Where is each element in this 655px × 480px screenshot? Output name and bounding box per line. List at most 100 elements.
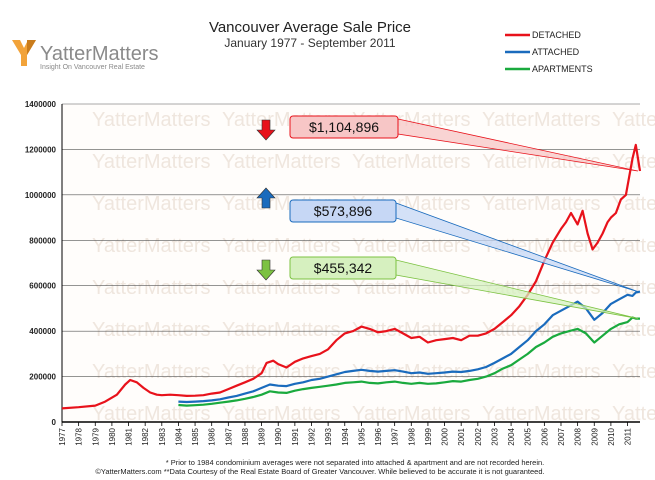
x-tick-label: 1982 <box>141 427 150 445</box>
y-tick-label: 200000 <box>29 373 56 382</box>
watermark-text: YatterMatters <box>92 361 211 383</box>
watermark-text: YatterMatters <box>612 319 655 341</box>
watermark-text: YatterMatters <box>612 235 655 257</box>
x-tick-label: 2009 <box>590 427 599 445</box>
watermark-text: YatterMatters <box>222 403 341 425</box>
watermark-text: YatterMatters <box>92 403 211 425</box>
x-tick-label: 1985 <box>191 427 200 445</box>
watermark-text: YatterMatters <box>482 361 601 383</box>
watermark-text: YatterMatters <box>222 235 341 257</box>
watermark-text: YatterMatters <box>612 109 655 131</box>
footnote-1: * Prior to 1984 condominium averages wer… <box>166 458 545 467</box>
x-tick-label: 1993 <box>324 427 333 445</box>
watermark-text: YatterMatters <box>352 151 471 173</box>
y-tick-label: 0 <box>52 418 57 427</box>
callout-value: $1,104,896 <box>309 119 379 135</box>
watermark-text: YatterMatters <box>482 109 601 131</box>
footnote-2: ©YatterMatters.com **Data Courtesy of th… <box>95 467 544 476</box>
arrow-up-icon <box>256 187 276 209</box>
y-tick-label: 1000000 <box>25 191 57 200</box>
callouts: $1,104,896 $573,896 $455,342 <box>256 115 639 319</box>
legend: DETACHED ATTACHED APARTMENTS <box>505 30 593 74</box>
callout-value: $455,342 <box>314 260 373 276</box>
watermark-text: YatterMatters <box>92 109 211 131</box>
x-tick-label: 1996 <box>374 427 383 445</box>
watermark-text: YatterMatters <box>612 277 655 299</box>
watermark-text: YatterMatters <box>352 361 471 383</box>
x-tick-label: 1988 <box>241 427 250 445</box>
watermark-text: YatterMatters <box>92 235 211 257</box>
legend-label: ATTACHED <box>532 47 580 57</box>
x-tick-label: 2005 <box>524 427 533 445</box>
x-tick-label: 1999 <box>424 427 433 445</box>
watermark-text: YatterMatters <box>92 193 211 215</box>
callout-value: $573,896 <box>314 203 373 219</box>
y-tick-label: 1200000 <box>25 145 57 154</box>
legend-label: APARTMENTS <box>532 64 593 74</box>
y-tick-label: 1400000 <box>25 100 57 109</box>
watermark-text: YatterMatters <box>222 151 341 173</box>
x-tick-label: 2001 <box>457 427 466 445</box>
x-tick-label: 1990 <box>274 427 283 445</box>
x-tick-label: 2002 <box>474 427 483 445</box>
x-tick-label: 1997 <box>391 427 400 445</box>
x-tick-label: 1991 <box>291 427 300 445</box>
series-line-apartments <box>178 316 640 407</box>
x-tick-label: 1987 <box>224 427 233 445</box>
chart-title: Vancouver Average Sale Price <box>209 19 411 36</box>
watermark-text: YatterMatters <box>92 277 211 299</box>
x-tick-label: 2003 <box>490 427 499 445</box>
x-tick-label: 1992 <box>307 427 316 445</box>
watermark-text: YatterMatters <box>92 151 211 173</box>
watermark-text: YatterMatters <box>222 361 341 383</box>
y-tick-label: 600000 <box>29 282 56 291</box>
watermark-text: YatterMatters <box>612 361 655 383</box>
x-tick-label: 1977 <box>58 427 67 445</box>
svg-text:YatterMatters: YatterMatters <box>40 43 159 65</box>
y-tick-label: 400000 <box>29 327 56 336</box>
callout-box <box>289 199 397 223</box>
x-tick-label: 2004 <box>507 427 516 445</box>
watermark-text: YatterMatters <box>482 403 601 425</box>
x-tick-label: 1981 <box>125 427 134 445</box>
callout-box <box>289 115 399 139</box>
watermark-text: YatterMatters <box>222 319 341 341</box>
x-tick-label: 1989 <box>258 427 267 445</box>
gridlines <box>61 103 640 423</box>
watermark-text: YatterMatters <box>612 403 655 425</box>
x-tick-label: 2000 <box>441 427 450 445</box>
callout-box <box>289 256 397 280</box>
svg-text:Insight On Vancouver Real Esta: Insight On Vancouver Real Estate <box>40 64 145 71</box>
x-axis-ticks: 1977 1978 1979 1980 1981 1982 1983 1984 1985 1986… <box>58 422 633 446</box>
x-tick-label: 1994 <box>341 427 350 445</box>
x-tick-label: 2010 <box>607 427 616 445</box>
x-tick-label: 1979 <box>91 427 100 445</box>
watermark-text: YatterMatters <box>352 319 471 341</box>
x-tick-label: 1984 <box>174 427 183 445</box>
x-tick-label: 2006 <box>540 427 549 445</box>
watermark-text: YatterMatters <box>482 193 601 215</box>
x-tick-label: 2007 <box>557 427 566 445</box>
watermark-text: YatterMatters <box>352 235 471 257</box>
yattermatters-logo: YatterMatters Insight On Vancouver Real … <box>12 40 159 71</box>
legend-label: DETACHED <box>532 30 581 40</box>
x-tick-label: 2008 <box>574 427 583 445</box>
x-tick-label: 1995 <box>357 427 366 445</box>
x-tick-label: 1978 <box>75 427 84 445</box>
watermark-text: YatterMatters <box>482 319 601 341</box>
chart-subtitle: January 1977 - September 2011 <box>224 36 396 50</box>
watermark-text: YatterMatters <box>92 319 211 341</box>
watermark-text: YatterMatters <box>222 277 341 299</box>
watermark-text: YatterMatters <box>352 403 471 425</box>
x-tick-label: 2011 <box>624 427 633 445</box>
x-tick-label: 1998 <box>407 427 416 445</box>
x-tick-label: 1986 <box>208 427 217 445</box>
series-line-detached <box>61 143 642 410</box>
y-axis-ticks: 0 200000 400000 600000 800000 1000000 1200000 1… <box>25 100 57 427</box>
y-tick-label: 800000 <box>29 236 56 245</box>
arrow-down-icon <box>256 119 276 141</box>
x-tick-label: 1980 <box>108 427 117 445</box>
x-tick-label: 1983 <box>158 427 167 445</box>
arrow-down-icon <box>256 259 276 281</box>
